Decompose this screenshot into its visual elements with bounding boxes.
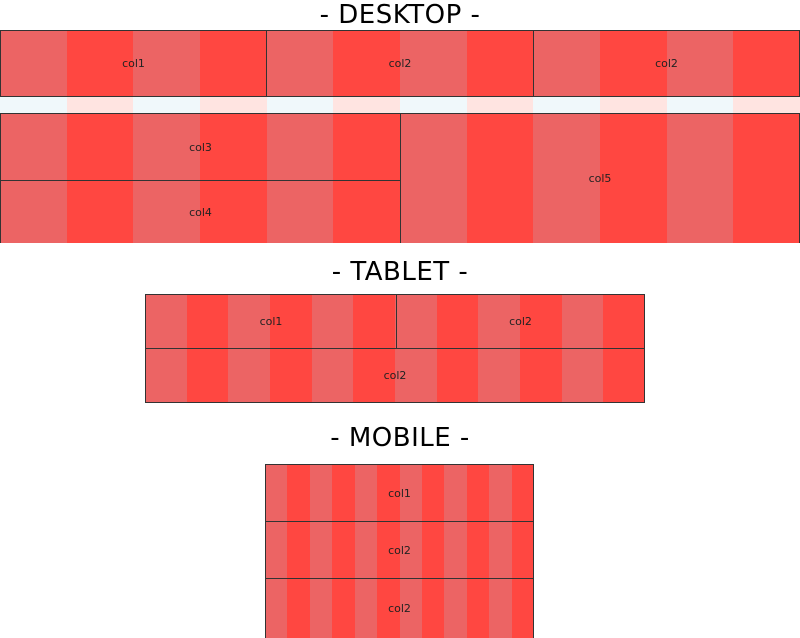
grid-column-stripe [333, 97, 401, 113]
grid-column-stripe [266, 97, 334, 113]
desktop-row-2: col3 col4 col5 [0, 113, 800, 243]
desktop-col2-b: col2 [533, 30, 800, 97]
grid-column-stripe [66, 30, 134, 97]
mobile-col2-b: col2 [265, 578, 534, 638]
grid-column-stripe [466, 30, 534, 97]
grid-column-stripe [600, 30, 667, 97]
grid-column-stripe [200, 30, 267, 97]
mobile-col2-a: col2 [265, 521, 534, 579]
grid-column-stripe [444, 464, 467, 638]
grid-column-stripe [733, 113, 800, 243]
desktop-col5: col5 [400, 113, 800, 243]
desktop-heading: - DESKTOP - [319, 0, 481, 30]
tablet-col2-b: col2 [145, 348, 645, 403]
grid-column-stripe [600, 113, 667, 243]
grid-column-stripe [533, 30, 601, 97]
desktop-row-1: col1 col2 col2 [0, 30, 800, 97]
grid-column-stripe [332, 464, 355, 638]
tablet-heading: - TABLET - [331, 257, 469, 287]
grid-column-stripe [400, 30, 467, 97]
grid-column-stripe [600, 97, 667, 113]
desktop-gutter [0, 97, 800, 113]
desktop-col1: col1 [0, 30, 267, 97]
grid-column-stripe [287, 464, 310, 638]
grid-column-stripe [133, 97, 201, 113]
tablet-grid: col1 col2 col2 [145, 294, 645, 403]
grid-column-stripe [66, 113, 134, 243]
grid-column-stripe [733, 30, 800, 97]
grid-column-stripe [666, 113, 734, 243]
mobile-grid: col1 col2 col2 [265, 464, 534, 638]
grid-column-stripe [200, 97, 267, 113]
grid-column-stripe [133, 113, 201, 243]
grid-column-stripe [733, 97, 800, 113]
grid-column-stripe [333, 30, 401, 97]
grid-column-stripe [354, 464, 378, 638]
desktop-col2-a: col2 [266, 30, 534, 97]
grid-column-stripe [333, 113, 401, 243]
grid-column-stripe [133, 30, 201, 97]
mobile-heading: - MOBILE - [330, 423, 470, 453]
grid-column-stripe [0, 113, 67, 243]
grid-column-stripe [0, 30, 67, 97]
grid-column-stripe [309, 464, 333, 638]
tablet-col2-a: col2 [396, 294, 645, 349]
desktop-col4: col4 [0, 180, 401, 243]
grid-column-stripe [466, 464, 490, 638]
grid-column-stripe [400, 113, 467, 243]
grid-column-stripe [266, 113, 334, 243]
grid-column-stripe [666, 30, 734, 97]
grid-column-stripe [66, 97, 134, 113]
grid-column-stripe [377, 464, 400, 638]
tablet-col1: col1 [145, 294, 397, 349]
grid-column-stripe [0, 97, 67, 113]
desktop-col3: col3 [0, 113, 401, 181]
grid-column-stripe [666, 97, 734, 113]
grid-column-stripe [533, 113, 601, 243]
grid-column-stripe [399, 464, 422, 638]
grid-column-stripe [489, 464, 512, 638]
grid-column-stripe [266, 30, 334, 97]
grid-column-stripe [421, 464, 445, 638]
grid-column-stripe [466, 113, 534, 243]
mobile-col1: col1 [265, 464, 534, 522]
grid-column-stripe [200, 113, 267, 243]
grid-column-stripe [533, 97, 601, 113]
grid-column-stripe [400, 97, 467, 113]
grid-column-stripe [265, 464, 288, 638]
grid-column-stripe [511, 464, 534, 638]
grid-column-stripe [466, 97, 534, 113]
